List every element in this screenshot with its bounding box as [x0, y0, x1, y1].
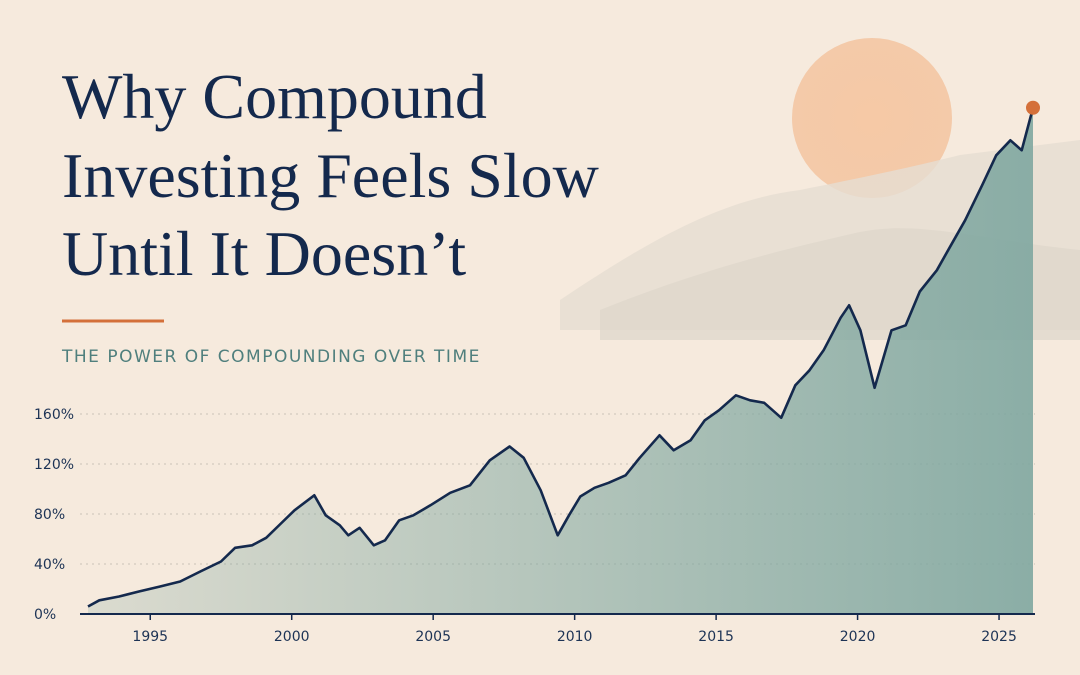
- y-tick-label: 80%: [34, 507, 65, 523]
- x-tick-label: 2015: [698, 629, 734, 645]
- subtitle: THE POWER OF COMPOUNDING OVER TIME: [61, 347, 481, 367]
- sun: [792, 38, 952, 198]
- y-tick-label: 40%: [34, 557, 65, 573]
- plot: 0% 40% 80% 120% 160% 1995 2000 2005 2010 2015 2020…: [34, 100, 1040, 645]
- y-tick-label: 0%: [34, 607, 56, 623]
- y-tick-label: 120%: [34, 457, 74, 473]
- x-tick-label: 2005: [415, 629, 451, 645]
- line: [87, 107, 1035, 608]
- title-line: Why Compound: [62, 61, 487, 132]
- title-line: Until It Doesn’t: [62, 218, 466, 289]
- area-fill: [88, 107, 1033, 615]
- end-marker: [1026, 100, 1040, 115]
- x-tick-label: 2020: [840, 629, 876, 645]
- x-tick-label: 2010: [557, 629, 593, 645]
- title-line: Investing Feels Slow: [62, 140, 599, 211]
- x-tick-label: 2025: [981, 629, 1017, 645]
- x-tick-label: 2000: [274, 629, 310, 645]
- y-tick-label: 160%: [34, 407, 74, 423]
- x-tick-label: 1995: [132, 629, 168, 645]
